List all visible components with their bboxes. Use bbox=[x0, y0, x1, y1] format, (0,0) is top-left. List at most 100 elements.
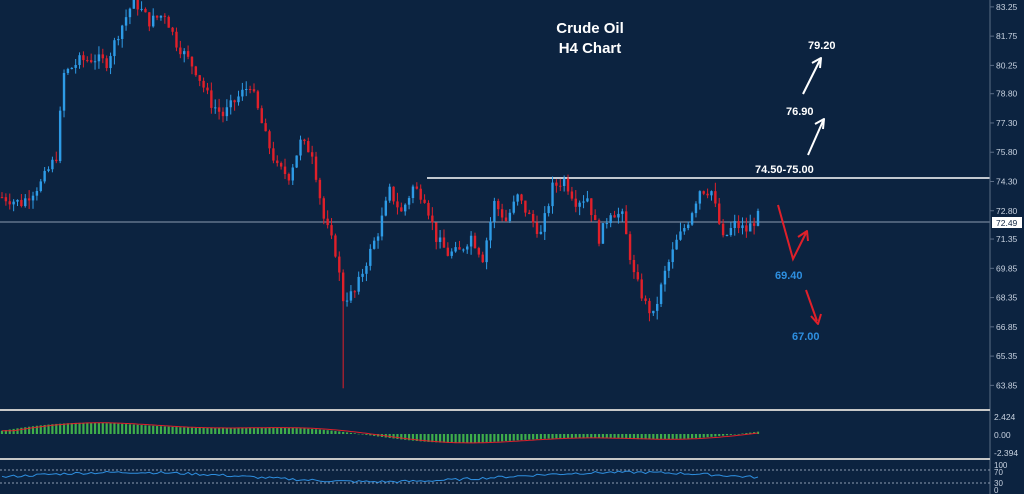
candle-body bbox=[303, 139, 306, 142]
macd-bar bbox=[481, 434, 484, 443]
macd-bar bbox=[473, 434, 477, 443]
macd-bar bbox=[194, 427, 197, 434]
macd-bar bbox=[361, 434, 364, 435]
candle-body bbox=[586, 198, 589, 202]
candle-body bbox=[101, 54, 104, 59]
macd-bar bbox=[291, 427, 294, 434]
macd-bar bbox=[578, 434, 581, 438]
candle-body bbox=[105, 58, 108, 69]
macd-bar bbox=[299, 428, 302, 434]
candle-body bbox=[70, 67, 73, 69]
candle-body bbox=[419, 188, 422, 200]
candle-body bbox=[225, 107, 229, 117]
macd-bar bbox=[601, 434, 605, 439]
candle-body bbox=[152, 15, 155, 27]
macd-bar bbox=[574, 434, 577, 438]
macd-bar bbox=[485, 434, 488, 443]
candle-body bbox=[737, 221, 740, 229]
candle-body bbox=[698, 191, 702, 204]
chart-title: Crude Oil bbox=[556, 20, 624, 37]
candle-body bbox=[632, 259, 636, 273]
candle-body bbox=[183, 51, 186, 55]
macd-bar bbox=[392, 434, 395, 439]
macd-bar bbox=[303, 428, 306, 434]
target-67-00-label: 67.00 bbox=[792, 331, 820, 343]
price-tick-label: 83.25 bbox=[996, 2, 1018, 12]
candle-body bbox=[574, 198, 577, 207]
target-69-40-label: 69.40 bbox=[775, 270, 803, 282]
candle-body bbox=[477, 248, 481, 255]
candle-body bbox=[578, 202, 581, 207]
current-price-label: 72.49 bbox=[996, 218, 1018, 228]
macd-bar bbox=[656, 434, 659, 440]
candle-body bbox=[330, 225, 333, 236]
candle-body bbox=[12, 201, 15, 205]
macd-bar bbox=[566, 434, 570, 439]
macd-bar bbox=[555, 434, 558, 439]
candle-body bbox=[497, 200, 500, 210]
macd-bar bbox=[683, 434, 686, 439]
macd-bar bbox=[520, 434, 523, 441]
macd-bar bbox=[334, 431, 337, 434]
candle-body bbox=[217, 107, 221, 112]
macd-bar bbox=[543, 434, 546, 439]
candle-body bbox=[640, 279, 643, 299]
macd-bar bbox=[97, 422, 101, 434]
macd-bar bbox=[501, 434, 504, 442]
macd-bar bbox=[12, 428, 15, 434]
candle-body bbox=[353, 291, 356, 293]
macd-bar bbox=[400, 434, 403, 440]
candle-body bbox=[624, 211, 628, 235]
candle-body bbox=[376, 236, 380, 241]
candle-body bbox=[47, 169, 50, 171]
candle-body bbox=[543, 213, 546, 232]
candle-body bbox=[469, 235, 473, 247]
macd-bar bbox=[245, 427, 248, 434]
candle-body bbox=[714, 191, 717, 204]
candle-body bbox=[31, 195, 35, 201]
macd-bar bbox=[229, 427, 232, 434]
candle-body bbox=[644, 298, 647, 301]
candle-body bbox=[349, 291, 353, 301]
macd-bar bbox=[535, 434, 539, 440]
macd-bar bbox=[407, 434, 411, 441]
macd-bar bbox=[62, 423, 66, 434]
macd-bar bbox=[283, 427, 287, 434]
macd-bar bbox=[659, 434, 663, 440]
macd-bar bbox=[725, 434, 729, 436]
macd-bar bbox=[570, 434, 574, 438]
candle-body bbox=[190, 56, 194, 67]
macd-bar bbox=[493, 434, 496, 442]
macd-bar bbox=[221, 427, 225, 434]
candle-body bbox=[531, 213, 535, 223]
macd-tick-top: 2.424 bbox=[994, 412, 1016, 422]
macd-bar bbox=[675, 434, 678, 439]
macd-bar bbox=[218, 427, 221, 434]
candle-body bbox=[721, 223, 725, 236]
candle-body bbox=[202, 80, 205, 88]
macd-bar bbox=[24, 427, 27, 434]
candle-body bbox=[559, 185, 562, 187]
price-tick-label: 74.30 bbox=[996, 176, 1018, 186]
candle-body bbox=[155, 15, 159, 18]
candle-body bbox=[39, 181, 42, 191]
candle-body bbox=[256, 91, 260, 109]
candle-body bbox=[229, 100, 232, 108]
candle-body bbox=[442, 237, 446, 248]
macd-bar bbox=[640, 434, 643, 440]
candle-body bbox=[609, 215, 612, 224]
macd-bar bbox=[636, 434, 639, 440]
price-tick-label: 80.25 bbox=[996, 60, 1018, 70]
macd-bar bbox=[338, 431, 341, 434]
candle-body bbox=[388, 186, 391, 201]
macd-bar bbox=[330, 430, 333, 434]
candle-body bbox=[163, 15, 167, 17]
candle-body bbox=[551, 182, 554, 207]
candle-body bbox=[493, 200, 496, 222]
macd-bar bbox=[82, 422, 85, 434]
macd-bar bbox=[687, 434, 690, 439]
candle-body bbox=[361, 273, 364, 277]
macd-bar bbox=[450, 434, 453, 443]
candle-body bbox=[51, 159, 54, 170]
candle-body bbox=[407, 198, 411, 205]
